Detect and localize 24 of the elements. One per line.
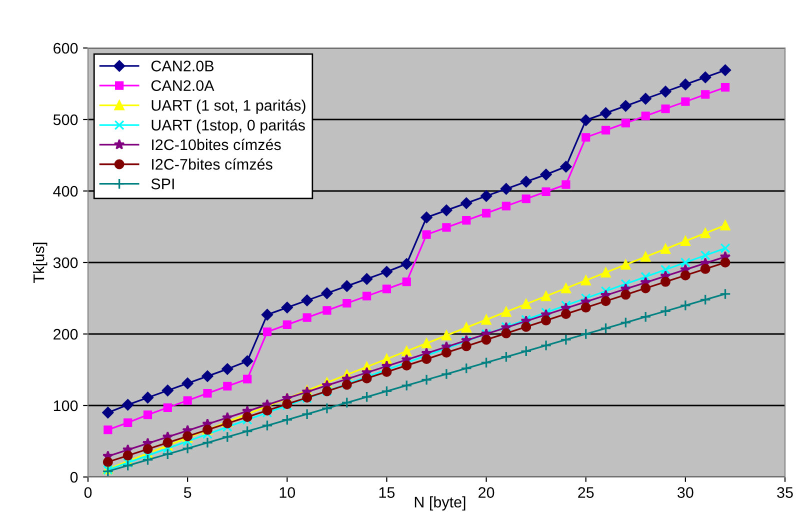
x-tick-label: 25 xyxy=(578,487,594,498)
legend-label: I2C-7bites címzés xyxy=(152,158,272,170)
legend-label: UART (1 sot, 1 paritás) xyxy=(152,99,306,114)
legend-label: UART (1stop, 0 paritás xyxy=(152,119,305,134)
y-tick-label: 500 xyxy=(53,114,78,126)
y-axis-title: Tk[us] xyxy=(32,242,48,283)
x-tick-label: 30 xyxy=(678,487,694,498)
y-tick-label: 600 xyxy=(54,42,78,54)
legend-label: CAN2.0B xyxy=(151,60,214,72)
y-tick-label: 200 xyxy=(54,328,78,340)
y-tick-label: 0 xyxy=(70,472,78,483)
x-tick-label: 35 xyxy=(777,487,793,498)
legend-label: SPI xyxy=(151,178,174,190)
y-tick-label: 300 xyxy=(53,257,78,268)
legend-label: I2C-10bites címzés xyxy=(152,138,281,150)
x-tick-label: 15 xyxy=(379,487,395,498)
x-tick-label: 20 xyxy=(478,487,494,498)
x-axis-title: N [byte] xyxy=(414,496,466,511)
x-tick-label: 5 xyxy=(184,487,192,498)
legend-label: CAN2.0A xyxy=(151,80,214,92)
y-tick-label: 400 xyxy=(53,186,78,197)
y-tick-label: 100 xyxy=(54,400,78,412)
x-tick-label: 0 xyxy=(84,487,92,498)
x-tick-label: 10 xyxy=(280,487,296,498)
